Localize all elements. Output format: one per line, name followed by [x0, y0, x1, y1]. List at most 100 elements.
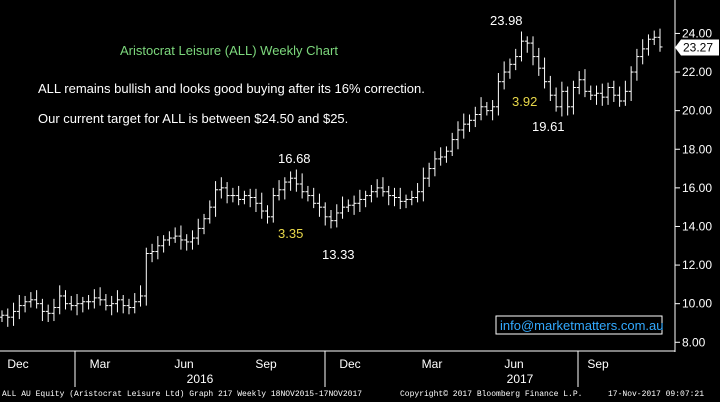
x-tick-label: Jun [504, 357, 523, 371]
ohlc-bar [426, 162, 432, 187]
ohlc-bar [5, 308, 11, 327]
x-tick-label: Mar [90, 357, 111, 371]
footer-copyright: Copyright© 2017 Bloomberg Finance L.P. [400, 390, 583, 399]
ohlc-bar [432, 151, 438, 177]
ohlc-bar [576, 71, 582, 95]
ohlc-bar [617, 86, 623, 107]
ohlc-bar [518, 31, 524, 62]
ohlc-bar [143, 247, 149, 306]
contact-email: info@marketmatters.com.au [500, 318, 663, 333]
ohlc-bar [86, 294, 92, 310]
ohlc-bar [293, 169, 299, 192]
ohlc-bar [51, 298, 57, 322]
y-tick-label: 12.00 [682, 258, 712, 272]
ohlc-bar [247, 188, 253, 208]
ohlc-bar [386, 185, 392, 206]
ohlc-bar [259, 192, 265, 219]
ohlc-bar [582, 69, 588, 98]
ohlc-bar [403, 194, 409, 209]
ohlc-bar [455, 121, 461, 150]
year-label: 2017 [507, 372, 534, 386]
x-tick-label: Dec [7, 357, 28, 371]
ohlc-bar [461, 113, 467, 139]
ohlc-bar [28, 292, 34, 308]
ohlc-bar [189, 230, 195, 250]
ohlc-bar [178, 225, 184, 250]
ohlc-bar [172, 227, 178, 243]
footer-bar: ALL AU Equity (Aristocrat Leisure Ltd) G… [0, 388, 720, 402]
ohlc-bar [484, 101, 490, 116]
commentary-line-2: Our current target for ALL is between $2… [38, 111, 348, 126]
ohlc-bar [103, 294, 109, 311]
ohlc-bar [265, 205, 271, 224]
y-tick-label: 20.00 [682, 104, 712, 118]
ohlc-bar [241, 190, 247, 205]
ohlc-bar [68, 295, 74, 311]
ohlc-bar [97, 287, 103, 306]
ohlc-bar [478, 97, 484, 121]
ohlc-bar [184, 234, 190, 251]
ohlc-bar [138, 285, 144, 307]
ohlc-bar [166, 231, 172, 246]
y-tick-label: 10.00 [682, 297, 712, 311]
y-tick-label: 14.00 [682, 219, 712, 233]
ohlc-bar [542, 57, 548, 89]
ohlc-bar [420, 167, 426, 202]
ohlc-bar [201, 213, 207, 235]
price-point-label: 19.61 [532, 119, 565, 134]
ohlc-bar [270, 187, 276, 223]
ohlc-bar [22, 295, 28, 313]
ohlc-bar [547, 75, 553, 101]
y-tick-label: 22.00 [682, 65, 712, 79]
x-tick-label: Sep [587, 357, 609, 371]
last-price-tag [675, 39, 719, 56]
ohlc-bar [363, 190, 369, 208]
ohlc-bar [91, 289, 97, 309]
ohlc-bar [536, 47, 542, 76]
ohlc-bar [634, 48, 640, 81]
ohlc-bar [80, 296, 86, 313]
ohlc-bar [640, 39, 646, 65]
price-point-label: 16.68 [278, 151, 311, 166]
x-tick-label: Jun [174, 357, 193, 371]
ohlc-bar [0, 310, 5, 323]
ohlc-bar [553, 87, 559, 112]
ohlc-bar [34, 290, 40, 309]
y-tick-label: 8.00 [682, 335, 706, 349]
ohlc-bar [513, 48, 519, 71]
ohlc-bar [374, 179, 380, 198]
ohlc-bar [570, 80, 576, 115]
ohlc-bar [449, 132, 455, 157]
ohlc-bar [490, 100, 496, 121]
ohlc-bar [380, 177, 386, 197]
ohlc-bar [299, 173, 305, 199]
ohlc-bar [507, 58, 513, 79]
ohlc-bar [368, 184, 374, 203]
ohlc-bar [391, 187, 397, 207]
ohlc-bar [195, 218, 201, 245]
ohlc-bar [57, 285, 63, 315]
ohlc-bar [45, 304, 51, 323]
ohlc-bar [409, 190, 415, 206]
ohlc-bar [253, 188, 259, 212]
ohlc-bar [611, 80, 617, 102]
ohlc-bar [74, 294, 80, 316]
y-tick-label: 24.00 [682, 26, 712, 40]
ohlc-bar [207, 200, 213, 224]
move-size-label: 3.92 [512, 94, 537, 109]
ohlc-bar [501, 61, 507, 90]
ohlc-bar [351, 195, 357, 215]
x-tick-label: Sep [255, 357, 277, 371]
ohlc-bar [467, 114, 473, 132]
ohlc-bar [340, 196, 346, 219]
ohlc-bar [224, 182, 230, 204]
ohlc-bar [495, 73, 501, 116]
footer-security: ALL AU Equity (Aristocrat Leisure Ltd) G… [2, 390, 363, 399]
ohlc-bar [472, 106, 478, 128]
ohlc-bar [161, 235, 167, 253]
ohlc-bar [397, 187, 403, 210]
ohlc-bar [565, 86, 571, 116]
ohlc-bar [657, 28, 663, 52]
year-label: 2016 [187, 372, 214, 386]
ohlc-bar [328, 210, 334, 229]
